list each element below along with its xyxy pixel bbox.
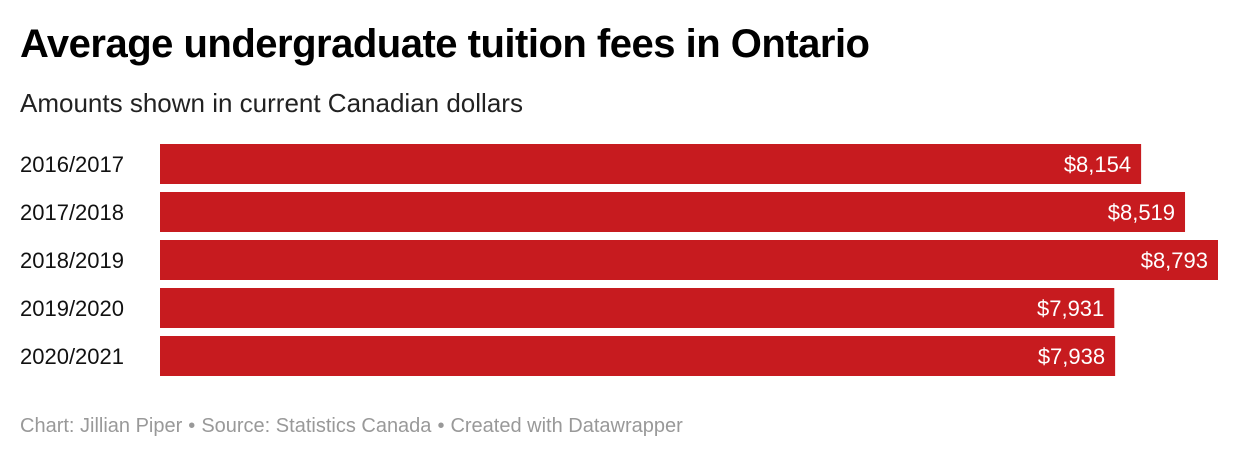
bar <box>160 336 1116 376</box>
bar <box>160 144 1142 184</box>
chart-subtitle: Amounts shown in current Canadian dollar… <box>20 88 523 118</box>
category-label: 2019/2020 <box>20 296 124 321</box>
bar-value-label: $7,931 <box>1037 296 1104 321</box>
chart-footer: Chart: Jillian Piper • Source: Statistics … <box>20 415 683 438</box>
credit-text: Chart: Jillian Piper <box>20 415 183 437</box>
tool-credit-text: Created with Datawrapper <box>450 415 683 437</box>
source-text: Source: Statistics Canada <box>201 415 432 437</box>
bar <box>160 192 1186 232</box>
category-label: 2018/2019 <box>20 248 124 273</box>
footer-separator: • <box>188 415 196 437</box>
bar-value-label: $7,938 <box>1038 344 1105 369</box>
bar-value-label: $8,519 <box>1108 200 1175 225</box>
footer-separator: • <box>437 415 445 437</box>
bar-chart: 2016/2017 $8,154 2017/2018 $8,519 2018/2019 $… <box>20 144 1218 376</box>
bar <box>160 240 1218 280</box>
category-label: 2017/2018 <box>20 200 124 225</box>
category-label: 2016/2017 <box>20 152 124 177</box>
category-label: 2020/2021 <box>20 344 124 369</box>
bar-value-label: $8,154 <box>1064 152 1131 177</box>
chart-title: Average undergraduate tuition fees in On… <box>20 22 870 66</box>
bar <box>160 288 1115 328</box>
bar-value-label: $8,793 <box>1141 248 1208 273</box>
